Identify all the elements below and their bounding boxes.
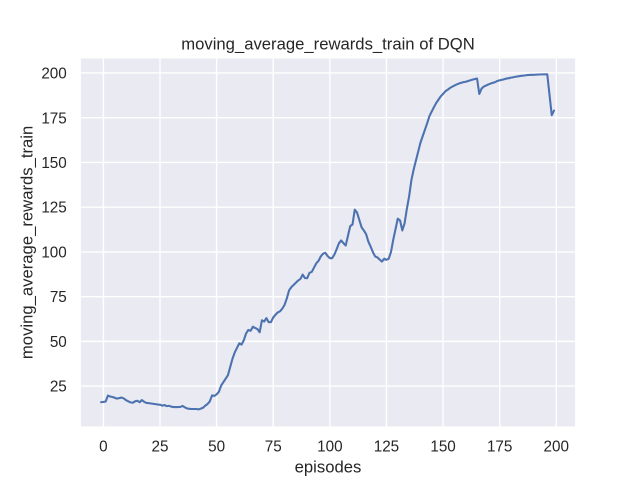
svg-text:moving_average_rewards_train: moving_average_rewards_train bbox=[17, 126, 36, 359]
svg-text:175: 175 bbox=[41, 110, 66, 127]
svg-text:150: 150 bbox=[430, 438, 455, 455]
svg-text:25: 25 bbox=[152, 438, 169, 455]
svg-text:100: 100 bbox=[41, 244, 66, 261]
svg-text:75: 75 bbox=[265, 438, 282, 455]
svg-text:200: 200 bbox=[41, 66, 66, 83]
svg-text:25: 25 bbox=[50, 379, 67, 396]
svg-text:125: 125 bbox=[41, 200, 66, 217]
svg-text:moving_average_rewards_train o: moving_average_rewards_train of DQN bbox=[181, 34, 474, 53]
svg-text:200: 200 bbox=[544, 438, 569, 455]
svg-text:150: 150 bbox=[41, 155, 66, 172]
svg-text:125: 125 bbox=[374, 438, 399, 455]
svg-text:50: 50 bbox=[50, 334, 67, 351]
svg-text:0: 0 bbox=[99, 438, 108, 455]
svg-text:100: 100 bbox=[317, 438, 342, 455]
svg-text:episodes: episodes bbox=[295, 457, 362, 476]
svg-text:75: 75 bbox=[50, 289, 67, 306]
svg-text:50: 50 bbox=[208, 438, 225, 455]
svg-text:175: 175 bbox=[487, 438, 512, 455]
